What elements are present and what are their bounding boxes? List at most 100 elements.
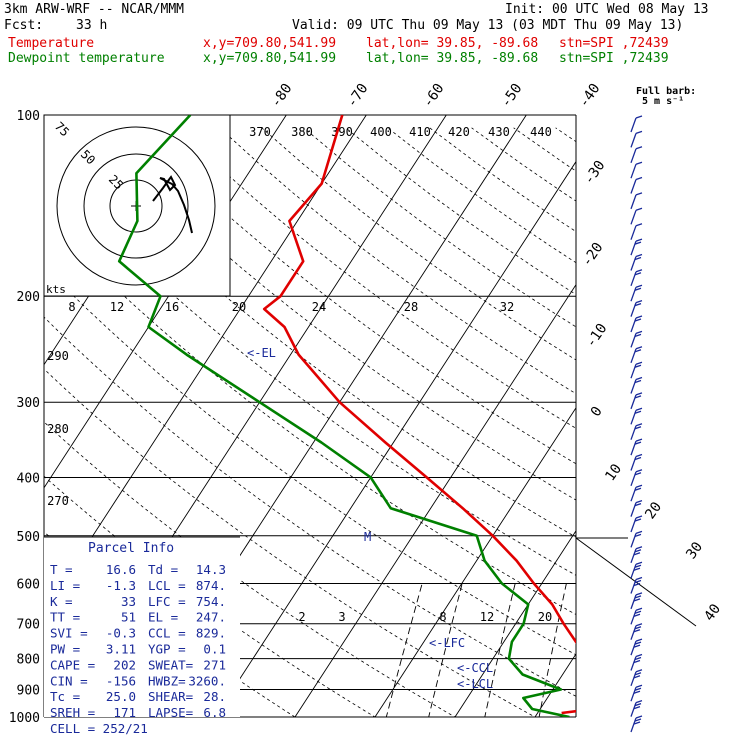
el-marker: <-EL: [247, 346, 276, 360]
left-theta-label: 270: [47, 494, 69, 508]
pressure-tick-label: 1000: [9, 711, 40, 726]
barb-flag: [635, 438, 643, 442]
parcel-value: 3.11: [106, 642, 136, 657]
parcel-key: T =: [50, 562, 73, 577]
mixing-ratio-label: 20: [538, 610, 552, 624]
parcel-value: -156: [106, 673, 136, 688]
isotherm-label: 40: [701, 601, 724, 624]
barb-staff: [630, 502, 637, 517]
parcel-cell: CELL = 252/21: [50, 721, 148, 736]
wind-barb: [630, 284, 643, 302]
barb-staff: [630, 625, 637, 640]
left-theta-label: 290: [47, 349, 69, 363]
barb-staff: [630, 286, 637, 302]
barb-staff: [630, 579, 637, 594]
wind-barb: [630, 407, 643, 425]
barb-flag: [634, 333, 642, 338]
barb-flag: [633, 552, 641, 556]
barb-flag: [633, 582, 641, 587]
dry-adiabat-line: [429, 127, 576, 233]
dewpoint-legend-station: stn=SPI ,72439: [559, 51, 669, 66]
barb-flag: [634, 595, 642, 599]
speed-axis-label: 28: [404, 300, 418, 314]
mixing-ratio-line: [385, 583, 423, 717]
isotherm-line: [687, 102, 740, 730]
barb-staff: [630, 610, 637, 625]
barb-staff: [630, 133, 637, 148]
wind-barb: [630, 130, 643, 148]
barb-flag: [634, 549, 642, 553]
mixing-ratio-line: [586, 583, 613, 729]
barb-flag: [634, 241, 642, 245]
speed-axis-label: 12: [110, 300, 124, 314]
parcel-info-panel: Parcel Info T = 16.6 Td = 14.3 LI = -1.3 LCL = 8…: [44, 536, 240, 736]
barb-flag: [635, 699, 643, 704]
barb-staff: [630, 640, 637, 656]
barb-flag: [635, 130, 643, 135]
temperature-line: [262, 115, 576, 715]
isotherm-label: -30: [581, 158, 609, 188]
barb-flag: [634, 672, 642, 676]
parcel-key: CCL =: [148, 626, 186, 641]
barb-flag: [633, 567, 641, 571]
barb-flag: [635, 161, 643, 165]
wind-barb: [630, 161, 643, 179]
wind-barb: [630, 546, 643, 564]
hodograph-trace: [152, 175, 193, 234]
dry-adiabat-line: [44, 421, 456, 717]
isotherm-label: -50: [498, 81, 526, 111]
wind-barb: [630, 530, 643, 548]
barb-flag: [635, 192, 643, 196]
dry-adiabat-line: [345, 127, 576, 295]
isotherm-label: -40: [576, 81, 604, 111]
barb-flag: [635, 223, 643, 227]
barb-staff: [630, 363, 637, 379]
barb-flag: [635, 638, 643, 642]
wind-barb: [630, 176, 643, 194]
barb-flag: [635, 423, 643, 427]
barb-flag: [634, 564, 642, 568]
barb-staff: [630, 240, 637, 256]
barb-staff: [630, 410, 637, 425]
barb-flag: [634, 395, 642, 399]
dry-adiabat-line: [44, 265, 576, 656]
barb-flag: [634, 441, 642, 445]
barb-flag: [635, 530, 643, 535]
background-grid: [44, 102, 740, 730]
wind-barb: [630, 299, 643, 317]
barb-flag: [635, 546, 643, 550]
dry-adiabat-line: [44, 215, 576, 615]
isotherm-line: [214, 160, 576, 717]
barb-flag: [634, 610, 642, 614]
ccl-marker: <-CCL: [457, 661, 493, 675]
parcel-key: SREH =: [50, 705, 95, 720]
wind-barb: [630, 146, 643, 164]
isotherm-line: [454, 530, 576, 717]
barb-flag: [633, 675, 641, 679]
barb-flag: [633, 644, 641, 648]
wind-barb: [630, 361, 643, 379]
temperature-legend-station: stn=SPI ,72439: [559, 36, 669, 51]
wind-barbs: [630, 115, 643, 733]
barb-staff: [630, 702, 637, 717]
barb-flag: [635, 407, 643, 411]
isotherm-label: 20: [642, 499, 665, 522]
barb-staff: [630, 440, 637, 456]
theta-label: 420: [448, 125, 470, 139]
barb-flag: [633, 659, 641, 664]
wind-barb: [630, 469, 643, 487]
barb-legend-units: 5 m s⁻¹: [642, 96, 684, 107]
barb-flag: [635, 499, 643, 504]
barb-flag: [634, 487, 642, 491]
barb-staff: [630, 456, 637, 471]
barb-flag: [635, 253, 643, 258]
barb-staff: [630, 394, 637, 410]
parcel-key: LAPSE=: [148, 705, 193, 720]
valid-time: Valid: 09 UTC Thu 09 May 13 (03 MDT Thu …: [292, 18, 684, 33]
speed-axis-label: 16: [165, 300, 179, 314]
wind-barb: [630, 192, 643, 210]
wind-barb: [630, 684, 643, 702]
barb-flag: [634, 702, 642, 707]
barb-flag: [635, 653, 643, 658]
wind-barb: [630, 638, 643, 656]
